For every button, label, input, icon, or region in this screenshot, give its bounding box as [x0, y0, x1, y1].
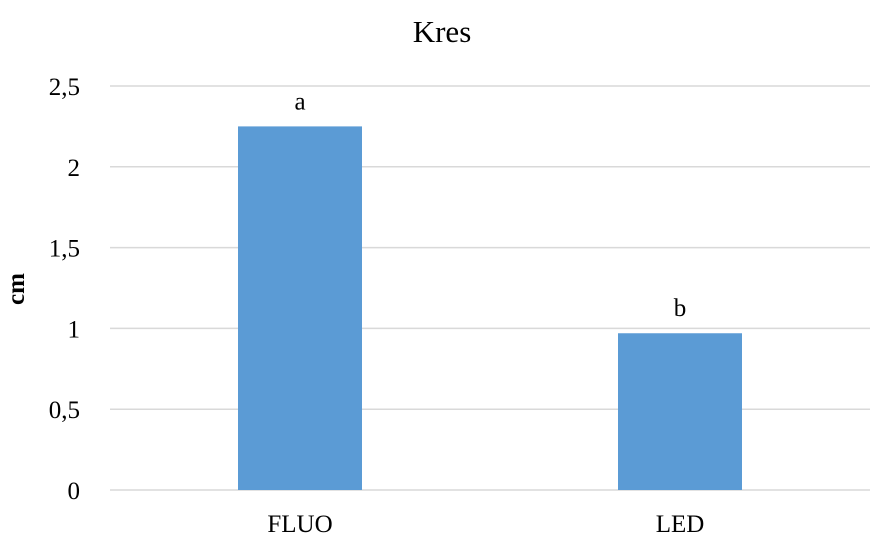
bars — [238, 126, 742, 491]
y-tick-label: 0 — [68, 478, 81, 505]
y-tick-label: 1,5 — [49, 236, 80, 263]
x-axis-ticks: FLUO LED — [267, 511, 704, 538]
bar-fluo — [238, 126, 362, 491]
x-tick-label: LED — [656, 511, 705, 538]
y-tick-label: 1 — [68, 316, 81, 343]
gridlines — [110, 85, 870, 491]
bar-led — [618, 333, 742, 490]
data-labels: ab — [294, 88, 686, 322]
data-label: b — [674, 295, 687, 322]
y-tick-label: 0,5 — [49, 397, 80, 424]
y-axis-ticks: 0 0,5 1 1,5 2 2,5 — [49, 74, 80, 505]
x-tick-label: FLUO — [267, 511, 332, 538]
data-label: a — [294, 88, 305, 115]
y-tick-label: 2,5 — [49, 74, 80, 101]
y-tick-label: 2 — [68, 155, 81, 182]
chart-title: Kres — [413, 14, 472, 49]
y-axis-label: cm — [3, 273, 30, 305]
